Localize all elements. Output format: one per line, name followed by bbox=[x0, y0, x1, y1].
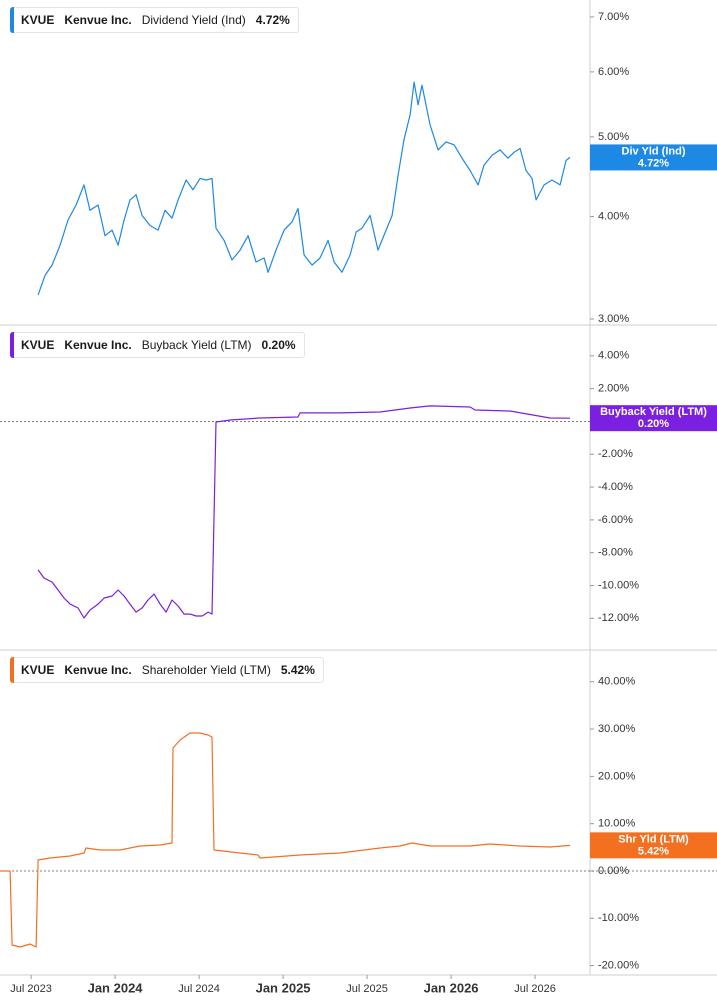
header-color-bar bbox=[10, 657, 14, 683]
ticker: KVUE bbox=[21, 13, 55, 27]
y-tick-label: 7.00% bbox=[598, 11, 629, 23]
y-tick-label: -4.00% bbox=[598, 481, 633, 493]
badge-value: 5.42% bbox=[638, 845, 669, 857]
data-line bbox=[37, 81, 571, 296]
chart-header: KVUE Kenvue Inc. Shareholder Yield (LTM) 5.… bbox=[10, 657, 324, 683]
current-value: 4.72% bbox=[255, 13, 290, 27]
badge-value: 0.20% bbox=[638, 418, 669, 430]
x-tick-label: Jul 2025 bbox=[346, 983, 388, 995]
y-tick-label: -8.00% bbox=[598, 547, 633, 559]
y-tick-label: 40.00% bbox=[598, 676, 636, 688]
badge-value: 4.72% bbox=[638, 157, 669, 169]
x-tick-label: Jan 2024 bbox=[88, 980, 144, 995]
y-tick-label: -10.00% bbox=[598, 579, 639, 591]
data-line bbox=[37, 405, 571, 619]
data-line bbox=[0, 732, 571, 948]
chart-header: KVUE Kenvue Inc. Buyback Yield (LTM) 0.20% bbox=[10, 332, 305, 358]
y-tick-label: 20.00% bbox=[598, 770, 636, 782]
y-tick-label: -12.00% bbox=[598, 612, 639, 624]
y-tick-label: 30.00% bbox=[598, 723, 636, 735]
header-color-bar bbox=[10, 7, 14, 33]
y-tick-label: -10.00% bbox=[598, 912, 639, 924]
chart-title: Shareholder Yield (LTM) bbox=[141, 663, 271, 677]
current-value: 5.42% bbox=[280, 663, 315, 677]
header-color-bar bbox=[10, 332, 14, 358]
y-tick-label: 2.00% bbox=[598, 383, 629, 395]
badge-label: Shr Yld (LTM) bbox=[618, 833, 689, 845]
company: Kenvue Inc. bbox=[64, 13, 132, 27]
value-badge bbox=[590, 405, 717, 432]
company: Kenvue Inc. bbox=[64, 338, 132, 352]
badge-label: Buyback Yield (LTM) bbox=[600, 406, 707, 418]
chart-title: Dividend Yield (Ind) bbox=[141, 13, 246, 27]
current-value: 0.20% bbox=[261, 338, 296, 352]
company: Kenvue Inc. bbox=[64, 663, 132, 677]
chart-header: KVUE Kenvue Inc. Dividend Yield (Ind) 4.72% bbox=[10, 7, 299, 33]
badge-label: Div Yld (Ind) bbox=[622, 145, 686, 157]
x-tick-label: Jan 2025 bbox=[256, 980, 311, 995]
ticker: KVUE bbox=[21, 663, 55, 677]
y-tick-label: 4.00% bbox=[598, 350, 629, 362]
chart-title: Buyback Yield (LTM) bbox=[141, 338, 252, 352]
x-tick-label: Jul 2024 bbox=[178, 983, 220, 995]
value-badge bbox=[590, 832, 717, 859]
y-tick-label: 4.00% bbox=[598, 210, 629, 222]
x-tick-label: Jan 2026 bbox=[424, 980, 479, 995]
y-tick-label: -6.00% bbox=[598, 514, 633, 526]
x-tick-label: Jul 2023 bbox=[10, 983, 52, 995]
x-tick-label: Jul 2026 bbox=[514, 983, 556, 995]
y-tick-label: -20.00% bbox=[598, 959, 639, 971]
y-tick-label: -2.00% bbox=[598, 448, 633, 460]
y-tick-label: 6.00% bbox=[598, 66, 629, 78]
y-tick-label: 5.00% bbox=[598, 131, 629, 143]
y-tick-label: 3.00% bbox=[598, 313, 629, 325]
y-tick-label: 10.00% bbox=[598, 818, 636, 830]
value-badge bbox=[590, 144, 717, 171]
ticker: KVUE bbox=[21, 338, 55, 352]
